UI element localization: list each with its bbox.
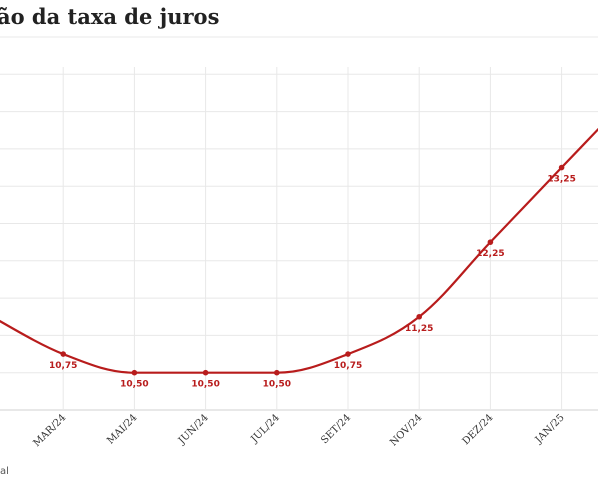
data-label: 10,50 (120, 380, 148, 390)
x-tick-label: MAR/24 (31, 412, 68, 449)
data-point (487, 239, 494, 245)
data-point (131, 369, 138, 376)
data-point (416, 313, 423, 320)
data-labels: 510,7510,5010,5010,5010,7511,2512,2513,2… (49, 175, 576, 390)
data-label: 13,25 (547, 175, 575, 185)
data-point (345, 351, 351, 357)
line-chart: MAR/24 MAI/24 JUN/24 JUL/24 SET/24 NOV/24 DEZ/… (0, 36, 598, 449)
x-tick-label: NOV/24 (388, 412, 424, 448)
series-line-group (0, 127, 598, 374)
data-label: 10,75 (49, 361, 77, 371)
series-line (0, 127, 598, 374)
data-label: 10,50 (263, 380, 291, 390)
data-point (202, 369, 209, 376)
data-label: 11,25 (405, 324, 433, 334)
x-tick-label: SET/24 (319, 412, 353, 446)
data-point (274, 369, 280, 376)
x-axis: MAR/24 MAI/24 JUN/24 JUL/24 SET/24 NOV/24 DEZ/… (31, 412, 566, 449)
chart-title: ão da taxa de juros (0, 4, 220, 29)
data-point (558, 164, 565, 171)
data-points (60, 164, 565, 376)
x-tick-label: MAI/24 (105, 412, 139, 446)
x-tick-label: JUN/24 (176, 412, 211, 447)
source-note: al (0, 466, 9, 477)
x-tick-label: DEZ/24 (461, 412, 496, 447)
data-label: 12,25 (476, 249, 504, 259)
x-tick-label: JUL/24 (249, 412, 282, 445)
data-label: 10,75 (334, 361, 362, 371)
x-tick-label: JAN/25 (533, 412, 567, 446)
data-point (60, 351, 66, 357)
data-label: 10,50 (191, 380, 219, 390)
grid (0, 36, 598, 411)
